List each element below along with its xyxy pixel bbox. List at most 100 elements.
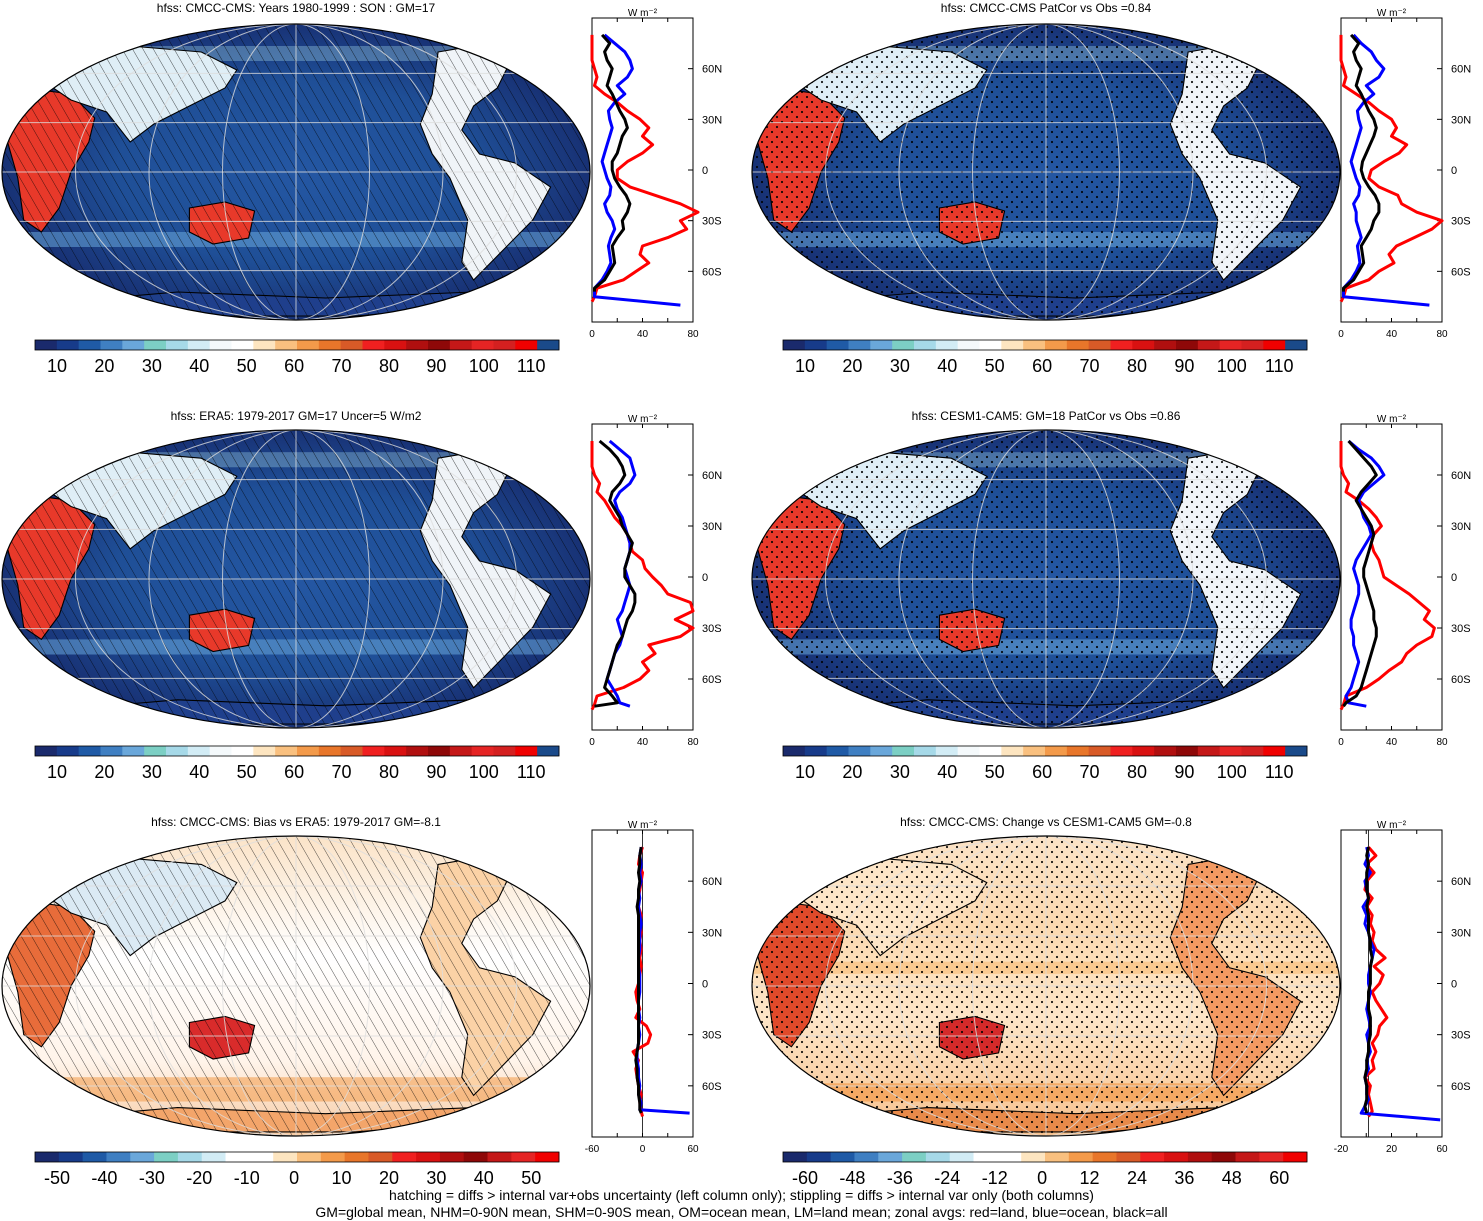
colorbar-label: 100 xyxy=(1217,356,1247,376)
colorbar-cell xyxy=(187,340,211,350)
colorbar-cell xyxy=(914,746,937,756)
colorbar-label: 10 xyxy=(47,762,67,782)
colorbar-cell xyxy=(130,1152,155,1162)
colorbar-label: 80 xyxy=(1127,762,1147,782)
graticule-meridian xyxy=(148,836,444,1136)
colorbar-cell xyxy=(449,746,473,756)
colorbar-label: 70 xyxy=(1080,762,1100,782)
lat-label: 0 xyxy=(702,979,708,991)
colorbar-frame xyxy=(782,1151,1308,1163)
lat-label: 30S xyxy=(702,1030,722,1042)
colorbar-label: -36 xyxy=(887,1168,913,1188)
map-outline xyxy=(751,23,1341,321)
colorbar-label: 50 xyxy=(985,762,1005,782)
graticule-meridian xyxy=(898,24,1194,320)
colorbar-label: 30 xyxy=(142,762,162,782)
colorbar-label: 24 xyxy=(1127,1168,1147,1188)
colorbar-label: 100 xyxy=(469,762,499,782)
colorbar-label: 10 xyxy=(795,356,815,376)
colorbar-label: 30 xyxy=(890,356,910,376)
lat-label: 60N xyxy=(1451,470,1471,482)
colorbar-label: 60 xyxy=(284,356,304,376)
colorbar-cell xyxy=(902,1152,927,1162)
zonal-series-all xyxy=(1342,33,1381,292)
colorbar-cell xyxy=(144,340,167,350)
lat-label: 60N xyxy=(702,64,722,76)
graticule-meridian xyxy=(75,24,517,320)
lat-label: 30N xyxy=(1451,114,1471,126)
colorbar-cell xyxy=(1187,1152,1213,1162)
colorbar-label: 10 xyxy=(47,356,67,376)
colorbar-cell xyxy=(1116,1152,1141,1162)
colorbar-cell xyxy=(320,1152,346,1162)
p3-colorbar: 10 20 30 40 50 60 70 80 90 100 110 xyxy=(34,745,560,782)
colorbar-frame xyxy=(34,339,560,351)
colorbar-cell xyxy=(783,1152,808,1162)
colorbar-label: 12 xyxy=(1080,1168,1100,1188)
colorbar-cell xyxy=(511,1152,536,1162)
colorbar-cell xyxy=(957,746,980,756)
zonal-xtick-label: 60 xyxy=(687,1144,699,1155)
colorbar-cell xyxy=(275,746,298,756)
colorbar-cell xyxy=(231,746,254,756)
colorbar-cell xyxy=(428,340,451,350)
colorbar-cell xyxy=(914,340,937,350)
colorbar-label: 50 xyxy=(985,356,1005,376)
colorbar-label: 20 xyxy=(842,356,862,376)
lat-label: 0 xyxy=(1451,979,1457,991)
lat-label: 30S xyxy=(1451,1030,1471,1042)
colorbar-cell xyxy=(463,1152,488,1162)
colorbar-label: 80 xyxy=(379,356,399,376)
zonal-series-land xyxy=(1339,441,1436,711)
graticule-meridian xyxy=(222,24,370,320)
colorbar-cell xyxy=(384,340,407,350)
zonal-series-all xyxy=(593,33,632,292)
colorbar-cell xyxy=(1132,746,1155,756)
p4-zonal-panel: W m⁻² 60N 30N 0 30S 60S 0 40 80 xyxy=(1338,414,1471,748)
zonal-xtick-label: 80 xyxy=(1436,329,1448,340)
lat-label: 30N xyxy=(702,521,722,533)
colorbar-cell xyxy=(997,1152,1022,1162)
colorbar-cell xyxy=(537,746,560,756)
colorbar-cell xyxy=(1211,1152,1236,1162)
colorbar-label: 60 xyxy=(1269,1168,1289,1188)
graticule-meridian xyxy=(972,24,1120,320)
colorbar-label: -48 xyxy=(839,1168,865,1188)
p1-map xyxy=(1,23,591,321)
colorbar-cell xyxy=(122,746,145,756)
colorbar-cell xyxy=(225,1152,250,1162)
colorbar-cell xyxy=(979,340,1002,350)
colorbar-label: -60 xyxy=(792,1168,818,1188)
colorbar-cell xyxy=(806,1152,832,1162)
colorbar-cell xyxy=(830,1152,855,1162)
colorbar-cell xyxy=(166,746,189,756)
colorbar-cell xyxy=(384,746,407,756)
colorbar-label: 100 xyxy=(469,356,499,376)
colorbar-cell xyxy=(848,340,871,350)
map-outline xyxy=(1,835,591,1137)
colorbar-cell xyxy=(1176,340,1199,350)
colorbar-cell xyxy=(1263,746,1286,756)
colorbar-cell xyxy=(1066,746,1090,756)
colorbar-cell xyxy=(1241,746,1264,756)
colorbar-cell xyxy=(406,746,429,756)
colorbar-cell xyxy=(56,340,80,350)
colorbar-cell xyxy=(392,1152,417,1162)
colorbar-label: 110 xyxy=(517,762,546,782)
colorbar-label: -12 xyxy=(982,1168,1008,1188)
zonal-series-ocean xyxy=(593,33,681,307)
colorbar-label: 20 xyxy=(94,762,114,782)
map-outline xyxy=(751,835,1341,1137)
zonal-series-land xyxy=(590,441,695,711)
colorbar-cell xyxy=(416,1152,441,1162)
colorbar-label: 60 xyxy=(1032,762,1052,782)
colorbar-cell xyxy=(1110,746,1133,756)
colorbar-label: 30 xyxy=(890,762,910,782)
colorbar-cell xyxy=(1285,746,1308,756)
colorbar-cell xyxy=(1154,340,1177,350)
p6-zonal-panel: W m⁻² 60N 30N 0 30S 60S -20 20 60 xyxy=(1334,820,1471,1155)
colorbar-cell xyxy=(1021,1152,1046,1162)
colorbar-label: 40 xyxy=(937,762,957,782)
units-label: W m⁻² xyxy=(1377,820,1407,831)
